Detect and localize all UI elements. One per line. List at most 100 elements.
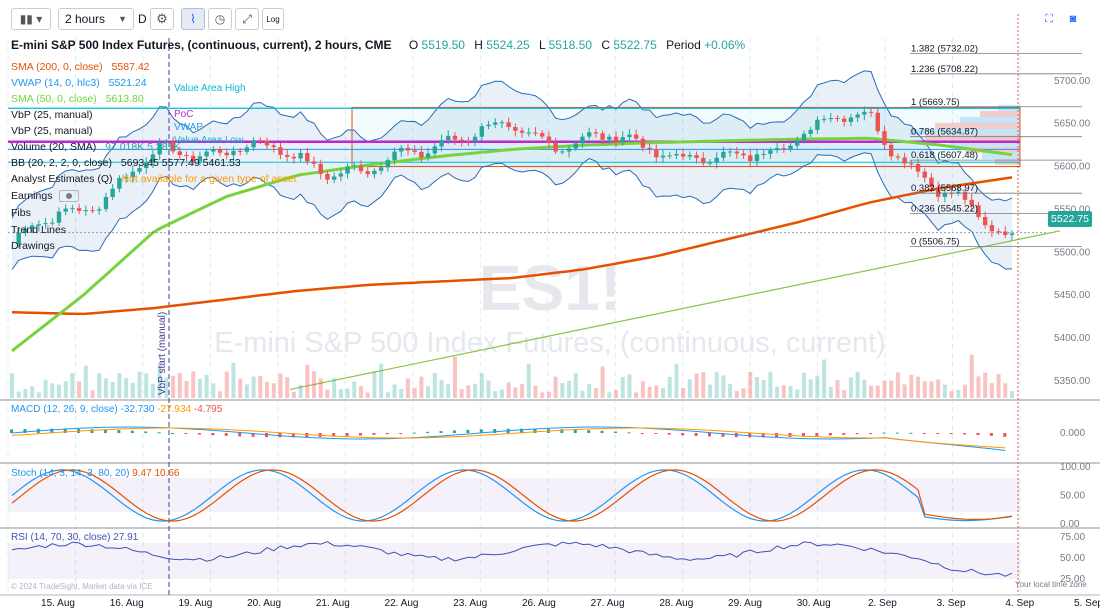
- stoch-legend[interactable]: Stoch (14, 3, 14, 3, 80, 20) 9.47 10.66: [11, 468, 179, 479]
- time-button[interactable]: ◷: [208, 8, 232, 30]
- candle-body: [378, 167, 384, 171]
- compare-button[interactable]: ⤢: [235, 8, 259, 30]
- time-tick-label: 20. Aug: [247, 598, 281, 609]
- candle-body: [311, 161, 317, 164]
- volume-bar: [130, 382, 135, 398]
- fib-label: 1.236 (5708.22): [911, 64, 978, 75]
- volume-bar: [862, 379, 867, 398]
- drawings-toggle[interactable]: Drawings: [11, 240, 55, 252]
- time-axis[interactable]: 15. Aug 16. Aug 19. Aug 20. Aug 21. Aug 22. A…: [41, 598, 1100, 609]
- volume-bar: [949, 391, 954, 398]
- candle-body: [828, 117, 833, 120]
- legend-vwap[interactable]: VWAP (14, 0, hlc3) 5521.24: [11, 76, 147, 90]
- legend-analyst[interactable]: Analyst Estimates (Q) Not available for …: [11, 172, 297, 186]
- macd-legend[interactable]: MACD (12, 26, 9, close) -32.730 -27.934 …: [11, 404, 222, 415]
- indicators-button[interactable]: ⌇: [181, 8, 205, 30]
- sma200-line: [11, 176, 1013, 316]
- candle-body: [761, 153, 766, 155]
- candle-body: [694, 155, 699, 158]
- trend-lines-toggle[interactable]: Trend Lines: [11, 224, 66, 236]
- macd-histogram-bar: [197, 433, 201, 435]
- price-tick-label: 5600.00: [1054, 162, 1091, 173]
- value-area-low-label: Value Area Low: [174, 135, 244, 146]
- camera-icon[interactable]: ◙: [1069, 13, 1077, 25]
- candle-body: [472, 136, 478, 142]
- log-scale-button[interactable]: Log: [262, 8, 284, 30]
- earnings-toggle[interactable]: Earnings: [11, 190, 80, 203]
- last-price-tag: 5522.75: [1048, 211, 1092, 227]
- candle-body: [479, 126, 484, 137]
- candle-body: [493, 122, 498, 125]
- price-tick-label: 5400.00: [1054, 333, 1091, 344]
- settings-button[interactable]: ⚙: [150, 8, 174, 30]
- legend-vbp-1[interactable]: VbP (25, manual): [11, 108, 99, 122]
- volume-bar: [761, 380, 766, 398]
- volume-bar: [593, 388, 598, 398]
- macd-histogram-bar: [372, 433, 376, 435]
- volume-bar: [63, 381, 68, 398]
- rsi-tick-label: 50.00: [1060, 553, 1085, 564]
- time-tick-label: 16. Aug: [110, 598, 144, 609]
- stoch-k-line: [11, 469, 1013, 522]
- candle-body: [29, 225, 35, 229]
- time-tick-label: 28. Aug: [659, 598, 693, 609]
- rsi-legend[interactable]: RSI (14, 70, 30, close) 27.91: [11, 532, 138, 543]
- candle-body: [586, 132, 592, 137]
- legend-vbp-2[interactable]: VbP (25, manual): [11, 124, 99, 138]
- symbol-header: E-mini S&P 500 Index Futures, (continuou…: [11, 38, 745, 52]
- volume-bar: [741, 388, 746, 398]
- vbp-bar: [910, 128, 1020, 135]
- fib-label: 1.382 (5732.02): [911, 43, 978, 54]
- legend-vwap-name: VWAP (14, 0, hlc3): [11, 77, 100, 89]
- timezone-label[interactable]: Your local time zone: [1015, 580, 1087, 589]
- time-tick-label: 15. Aug: [41, 598, 75, 609]
- legend-bb[interactable]: BB (20, 2, 2, 0, close) 5693.45 5577.49 …: [11, 156, 241, 170]
- interval-selector[interactable]: 2 hours ▼: [58, 8, 134, 30]
- volume-bar: [56, 384, 61, 398]
- macd-histogram-bar: [627, 432, 631, 434]
- volume-bar: [969, 354, 974, 398]
- fibs-toggle[interactable]: Fibs: [11, 207, 31, 219]
- candle-body: [573, 143, 578, 149]
- time-tick-label: 21. Aug: [316, 598, 350, 609]
- volume-bar: [16, 391, 21, 398]
- legend-sma50[interactable]: SMA (50, 0, close) 5613.80: [11, 92, 144, 106]
- macd-histogram-bar: [775, 433, 779, 438]
- macd-histogram-bar: [1003, 433, 1007, 437]
- time-tick-label: 30. Aug: [797, 598, 831, 609]
- volume-bar: [150, 383, 155, 398]
- stoch-value-2: 10.66: [154, 468, 180, 479]
- legend-vbp-1-name: VbP (25, manual): [11, 109, 93, 121]
- candle-body: [801, 133, 807, 141]
- volume-bar: [1010, 391, 1014, 398]
- eye-icon[interactable]: [59, 190, 80, 203]
- legend-sma200[interactable]: SMA (200, 0, close) 5587.42: [11, 60, 150, 74]
- interval-short[interactable]: D: [138, 12, 147, 26]
- volume-bar: [734, 391, 739, 398]
- volume-bar: [721, 375, 726, 398]
- macd-histogram-bar: [479, 429, 483, 433]
- rsi-name: RSI (14, 70, 30, close): [11, 532, 111, 543]
- candle-body: [244, 147, 250, 152]
- macd-histogram-bar: [224, 433, 228, 436]
- watermark-symbol: ES1!: [479, 252, 621, 324]
- candle-body: [76, 208, 82, 211]
- fullscreen-icon[interactable]: ⛶: [1045, 12, 1053, 25]
- legend-volume[interactable]: Volume (20, SMA) 97.018K 5.381K: [11, 140, 180, 154]
- vbp-bar: [960, 116, 1020, 123]
- candle-body: [486, 124, 491, 127]
- candle-body: [318, 163, 323, 174]
- price-axis[interactable]: 5700.00 5650.00 5600.00 5550.00 5500.00 5450.…: [8, 76, 1091, 387]
- chart-type-selector[interactable]: ▮▮ ▾: [11, 8, 51, 30]
- volume-bar: [412, 387, 417, 398]
- open-value: 5519.50: [421, 38, 465, 52]
- candle-body: [982, 216, 988, 226]
- candle-body: [110, 188, 115, 197]
- volume-bar: [869, 385, 874, 398]
- time-tick-label: 26. Aug: [522, 598, 556, 609]
- volume-bar: [909, 374, 914, 398]
- candle-body: [815, 119, 820, 130]
- volume-bar: [567, 380, 572, 398]
- candle-body: [962, 191, 968, 200]
